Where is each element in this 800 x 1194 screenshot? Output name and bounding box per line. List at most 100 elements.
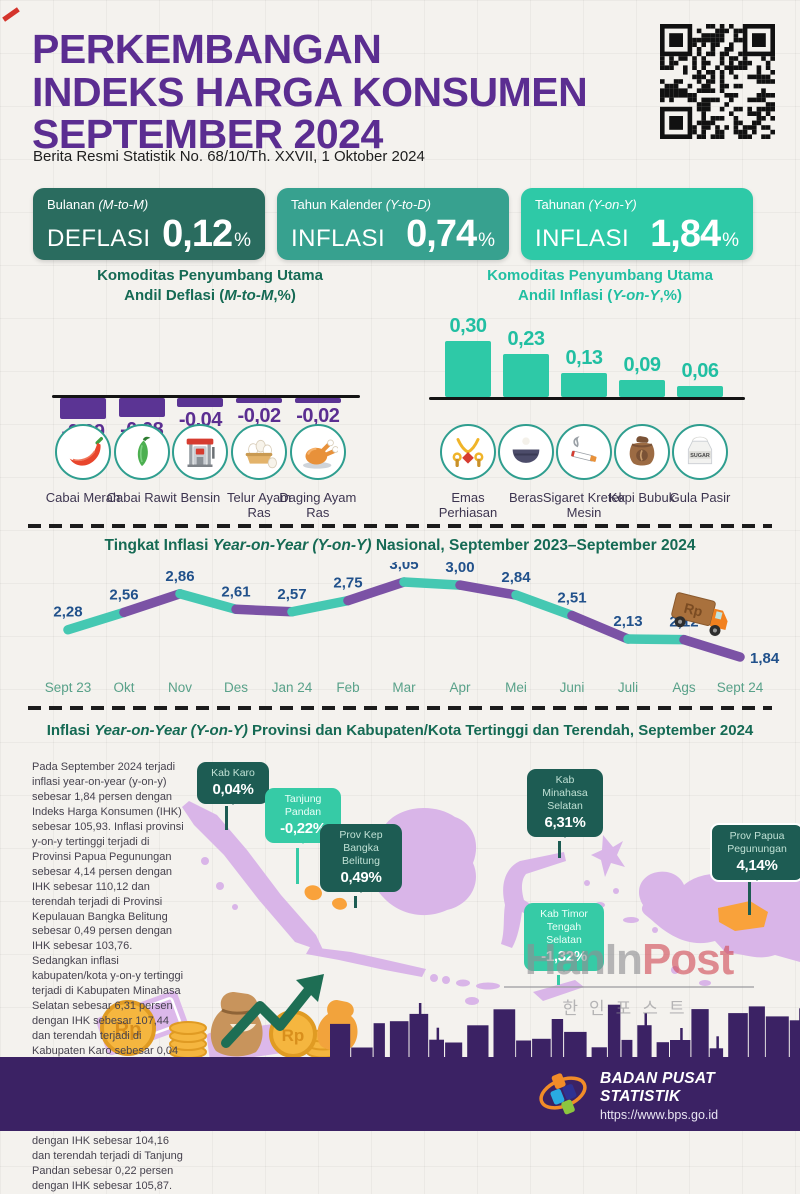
callout-name: Prov Papua Pegunungan: [727, 830, 787, 856]
callout-stem: [354, 896, 357, 908]
x-axis-label: Ags: [672, 680, 696, 695]
point-value-label: 2,86: [165, 568, 194, 585]
deflasi-title-line1: Komoditas Penyumbang Utama: [97, 267, 323, 284]
point-value-label: 2,75: [333, 575, 362, 592]
inflasi-chart-title: Komoditas Penyumbang Utama Andil Inflasi…: [487, 267, 713, 304]
stat-main: DEFLASI 0,12%: [47, 213, 251, 256]
svg-text:Rp: Rp: [682, 600, 704, 620]
point-value-label: 2,56: [109, 586, 138, 603]
line-segment: [343, 577, 409, 606]
fuel-station-icon: [172, 424, 229, 480]
deflasi-bar-chart: -0,09Cabai Merah-0,08Cabai Rawit-0,04Ben…: [30, 308, 405, 526]
bar-category-label: Cabai Rawit: [106, 490, 177, 505]
axis-baseline: [52, 395, 360, 398]
line-segment: [623, 634, 689, 645]
callout-name: Kab Karo: [211, 767, 255, 779]
bar-kopi-bubuk: [619, 380, 665, 397]
callout-value: 4,14%: [736, 857, 778, 875]
stat-box-3: Tahunan (Y-on-Y) INFLASI 1,84%: [521, 188, 753, 260]
point-value-label: 2,84: [501, 569, 531, 586]
stat-main: INFLASI 0,74%: [291, 213, 495, 256]
callout-stem: [557, 975, 560, 985]
bar-emas-perhiasan: [445, 341, 491, 397]
callout-value: -0,22%: [280, 820, 326, 838]
callout-prov-papua-pegunungan: Prov Papua Pegunungan 4,14%: [710, 823, 800, 883]
bps-logo: [538, 1069, 590, 1122]
callout-value: 6,31%: [544, 814, 586, 832]
x-axis-label: Sept 23: [45, 680, 92, 695]
x-axis-label: Feb: [336, 680, 359, 695]
svg-text:Rp: Rp: [282, 1026, 305, 1045]
bar-value-label: 0,09: [623, 354, 661, 376]
callout-stem: [296, 848, 299, 884]
callout-value: 0,04%: [212, 781, 254, 799]
x-axis-label: Des: [224, 680, 248, 695]
x-axis-label: Mar: [392, 680, 416, 695]
dashed-divider-top: [28, 524, 772, 528]
stat-type-label: INFLASI: [535, 225, 630, 252]
bar-telur-ayam-ras: [236, 398, 283, 403]
map-timor: [533, 980, 584, 1001]
inflasi-title-line1: Komoditas Penyumbang Utama: [487, 267, 713, 284]
page-title-line3: SEPTEMBER 2024: [32, 111, 383, 158]
map-highlight-papua-pegunungan: [718, 901, 768, 931]
x-axis-label: Okt: [113, 680, 134, 695]
line-segment: [287, 595, 353, 617]
stat-value: 0,74%: [406, 213, 495, 255]
x-axis-label: Juni: [560, 680, 585, 695]
bar-category-label: Cabai Merah: [45, 490, 121, 505]
callout-stem: [748, 882, 751, 915]
stat-value: 0,12%: [162, 213, 251, 255]
bar-sigaret-kretek-mesin: [561, 373, 607, 397]
callout-kab-minahasa-selatan: Kab Minahasa Selatan 6,31%: [527, 769, 603, 839]
bar-beras: [503, 354, 549, 397]
callout-name: Kab Timor Tengah Selatan: [540, 908, 588, 947]
delivery-truck-icon: Rp: [665, 592, 747, 655]
point-value-label: 2,57: [277, 586, 306, 603]
map-highlight-belitung: [332, 897, 347, 910]
bar-daging-ayam-ras: [294, 398, 341, 403]
callout-name: Prov Kep Bangka Belitung: [339, 829, 383, 868]
map-sulawesi: [501, 852, 566, 948]
red-chili-icon: [55, 424, 111, 480]
bar-category-label: Gula Pasir: [669, 490, 731, 505]
map-java: [306, 947, 426, 977]
roast-chicken-icon: [289, 424, 346, 480]
headline-stats: Bulanan (M-to-M) DEFLASI 0,12% Tahun Kalend…: [33, 188, 753, 260]
callout-value: 0,49%: [340, 869, 382, 887]
svg-text:SUGAR: SUGAR: [690, 453, 710, 459]
stat-period-label: Tahunan (Y-on-Y): [535, 197, 637, 212]
line-segment: [231, 604, 297, 617]
eggs-icon: [231, 424, 288, 480]
line-segment: [567, 610, 633, 644]
point-value-label: 2,13: [613, 613, 642, 630]
callout-prov-kep-bangka-belitung: Prov Kep Bangka Belitung 0,49%: [320, 824, 402, 894]
bar-value-label: -0,02: [237, 405, 282, 427]
x-axis-label: Apr: [449, 680, 471, 695]
bar-category-label: Beras: [509, 490, 543, 505]
inflasi-bar-chart: 0,30 Emas Perhiasan 0,23 Beras 0,13 Sigaret K…: [415, 308, 790, 526]
yoy-line-chart: 2,28 Sept 23 2,56 Okt 2,86 Nov 2,61 Des 2,57 Jan …: [0, 556, 800, 715]
sugar-bag-icon: SUGAR: [672, 424, 728, 480]
bar-value-label: 0,23: [507, 328, 545, 350]
money-illustration: Rp Rp: [80, 948, 390, 1065]
footer-bar: BADAN PUSAT STATISTIK https://www.bps.go…: [0, 1057, 800, 1131]
deflasi-chart-title: Komoditas Penyumbang Utama Andil Deflasi…: [97, 267, 323, 304]
page-title-line2: INDEKS HARGA KONSUMEN: [32, 68, 588, 115]
stat-type-label: INFLASI: [291, 225, 386, 252]
x-axis-label: Nov: [168, 680, 192, 695]
footer-url[interactable]: https://www.bps.go.id: [600, 1107, 719, 1122]
point-value-label: 3,00: [445, 562, 474, 576]
bar-value-label: 0,13: [565, 347, 603, 369]
release-subtitle: Berita Resmi Statistik No. 68/10/Th. XXV…: [33, 148, 425, 165]
callout-stem: [225, 806, 228, 830]
x-axis-label: Mei: [505, 680, 527, 695]
bar-bensin: [177, 398, 224, 407]
bar-category-label: Emas Perhiasan: [438, 490, 498, 520]
line-segment: [455, 580, 521, 600]
corner-mark: [2, 7, 20, 22]
bar-value-label: 0,30: [449, 315, 487, 337]
stat-box-1: Bulanan (M-to-M) DEFLASI 0,12%: [33, 188, 265, 260]
line-segment: [679, 634, 745, 662]
qr-code: [660, 24, 777, 146]
